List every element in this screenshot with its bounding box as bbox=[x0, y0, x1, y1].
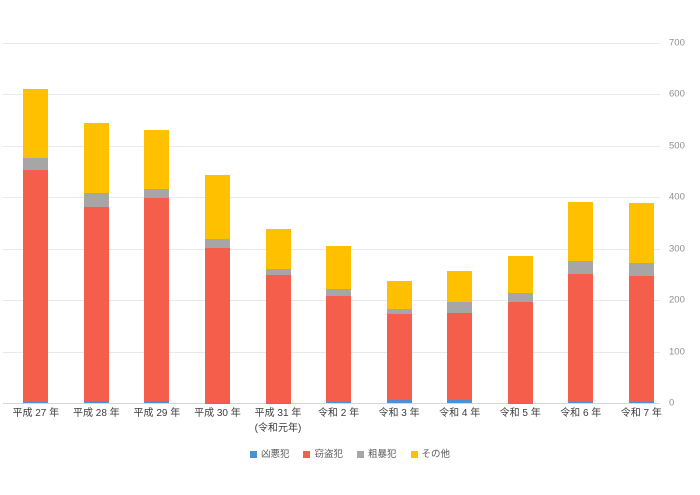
bar-7 bbox=[386, 280, 412, 403]
x-axis-tick-label: 令和 3 年 bbox=[378, 408, 420, 419]
bar-segment-粗暴犯[interactable] bbox=[568, 261, 594, 275]
bar-segment-窃盗犯[interactable] bbox=[144, 198, 170, 401]
x-axis-tick-label: 平成 27 年 bbox=[12, 408, 60, 419]
bar-5 bbox=[265, 229, 291, 403]
legend-swatch-icon bbox=[249, 451, 257, 459]
bar-segment-粗暴犯[interactable] bbox=[326, 288, 352, 296]
bar-segment-その他[interactable] bbox=[507, 255, 533, 294]
bar-segment-その他[interactable] bbox=[447, 271, 473, 303]
y-axis-tick-label: 200 bbox=[669, 294, 685, 306]
bar-segment-その他[interactable] bbox=[326, 245, 352, 289]
bar-segment-粗暴犯[interactable] bbox=[204, 239, 230, 248]
legend-item-窃盗犯[interactable]: 窃盗犯 bbox=[303, 450, 343, 460]
bar-segment-凶悪犯[interactable] bbox=[265, 402, 291, 403]
x-axis-tick-label: 令和 7 年 bbox=[620, 408, 662, 419]
bar-segment-その他[interactable] bbox=[144, 130, 170, 189]
bar-segment-粗暴犯[interactable] bbox=[23, 157, 49, 170]
bar-segment-窃盗犯[interactable] bbox=[83, 206, 109, 401]
bar-segment-粗暴犯[interactable] bbox=[628, 262, 654, 276]
bar-3 bbox=[144, 130, 170, 403]
bar-segment-凶悪犯[interactable] bbox=[204, 402, 230, 403]
x-axis-tick-label: 令和 5 年 bbox=[499, 408, 541, 419]
bar-9 bbox=[507, 255, 533, 403]
bar-segment-窃盗犯[interactable] bbox=[507, 301, 533, 403]
bar-segment-窃盗犯[interactable] bbox=[628, 275, 654, 402]
x-axis-tick-label: 平成 29 年 bbox=[133, 408, 181, 419]
bar-segment-粗暴犯[interactable] bbox=[144, 188, 170, 199]
bar-segment-その他[interactable] bbox=[204, 174, 230, 240]
legend-label: 窃盗犯 bbox=[314, 449, 343, 460]
x-axis-tick-label: 平成 30 年 bbox=[194, 408, 241, 419]
bar-8 bbox=[447, 271, 473, 403]
bar-segment-凶悪犯[interactable] bbox=[628, 401, 654, 403]
legend-swatch-icon bbox=[357, 451, 364, 459]
gridline bbox=[3, 43, 660, 44]
y-axis-tick-label: 400 bbox=[669, 191, 685, 203]
bar-segment-その他[interactable] bbox=[568, 202, 594, 262]
bar-10 bbox=[568, 202, 594, 403]
bar-segment-凶悪犯[interactable] bbox=[386, 400, 412, 403]
legend-item-その他[interactable]: その他 bbox=[410, 449, 451, 460]
gridline bbox=[3, 197, 660, 199]
y-axis-tick-label: 600 bbox=[669, 88, 685, 100]
bar-6 bbox=[326, 245, 352, 403]
bar-1 bbox=[23, 89, 49, 403]
bar-segment-窃盗犯[interactable] bbox=[447, 312, 473, 401]
bar-segment-凶悪犯[interactable] bbox=[23, 401, 49, 403]
y-axis-tick-label: 300 bbox=[669, 242, 685, 254]
bar-4 bbox=[204, 174, 230, 403]
bar-segment-粗暴犯[interactable] bbox=[507, 293, 533, 302]
bar-segment-その他[interactable] bbox=[628, 203, 654, 263]
y-axis-tick-label: 0 bbox=[669, 397, 675, 409]
legend-item-凶悪犯[interactable]: 凶悪犯 bbox=[249, 449, 290, 460]
bar-segment-粗暴犯[interactable] bbox=[447, 302, 473, 313]
legend-label: その他 bbox=[421, 449, 451, 460]
bar-segment-窃盗犯[interactable] bbox=[386, 313, 412, 401]
legend-label: 粗暴犯 bbox=[368, 449, 397, 460]
y-axis-tick-label: 500 bbox=[669, 140, 685, 152]
bar-segment-窃盗犯[interactable] bbox=[265, 274, 291, 403]
bar-segment-その他[interactable] bbox=[265, 229, 291, 269]
legend-item-粗暴犯[interactable]: 粗暴犯 bbox=[357, 450, 397, 460]
bar-segment-粗暴犯[interactable] bbox=[83, 193, 109, 207]
legend-swatch-icon bbox=[410, 451, 418, 459]
bar-segment-その他[interactable] bbox=[386, 280, 412, 309]
bar-segment-凶悪犯[interactable] bbox=[83, 400, 109, 403]
bar-segment-凶悪犯[interactable] bbox=[447, 400, 473, 403]
bar-segment-凶悪犯[interactable] bbox=[507, 402, 533, 403]
bar-segment-凶悪犯[interactable] bbox=[144, 400, 170, 403]
x-axis-baseline bbox=[3, 403, 660, 404]
x-axis-tick-label: 令和 6 年 bbox=[560, 408, 602, 419]
legend-label: 凶悪犯 bbox=[260, 449, 290, 460]
y-axis-tick-label: 100 bbox=[669, 345, 685, 357]
bar-segment-窃盗犯[interactable] bbox=[204, 247, 230, 403]
bar-segment-凶悪犯[interactable] bbox=[568, 401, 594, 403]
bar-11 bbox=[628, 203, 654, 403]
y-axis-tick-label: 700 bbox=[669, 37, 685, 49]
x-axis-tick-label: 令和 4 年 bbox=[439, 408, 481, 419]
legend: 凶悪犯 窃盗犯 粗暴犯 その他 bbox=[0, 450, 700, 460]
bar-segment-凶悪犯[interactable] bbox=[326, 401, 352, 403]
bar-segment-窃盗犯[interactable] bbox=[326, 295, 352, 402]
x-axis-tick-label: 平成 28 年 bbox=[73, 408, 120, 419]
gridline bbox=[3, 94, 660, 96]
legend-swatch-icon bbox=[303, 451, 311, 459]
x-axis-tick-label: 平成 31 年 (令和元年) bbox=[254, 408, 302, 434]
x-axis-tick-label: 令和 2 年 bbox=[317, 408, 360, 419]
gridline bbox=[3, 145, 660, 147]
bar-segment-その他[interactable] bbox=[23, 89, 49, 158]
bar-segment-粗暴犯[interactable] bbox=[386, 308, 412, 314]
bar-segment-窃盗犯[interactable] bbox=[23, 169, 49, 402]
bar-2 bbox=[83, 122, 109, 403]
bar-segment-その他[interactable] bbox=[83, 122, 109, 194]
bar-segment-粗暴犯[interactable] bbox=[265, 268, 291, 275]
bar-segment-窃盗犯[interactable] bbox=[568, 274, 594, 402]
